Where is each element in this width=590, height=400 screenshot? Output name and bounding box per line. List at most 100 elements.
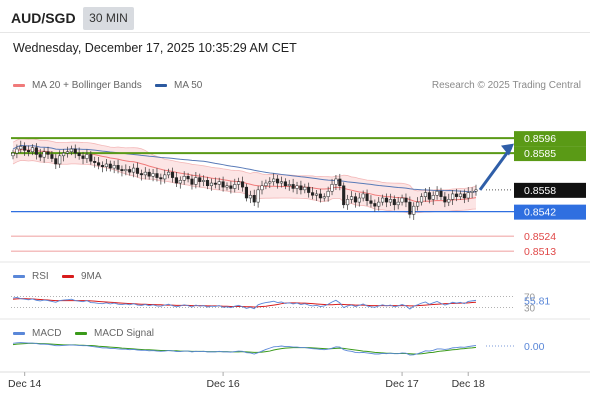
candle-body (392, 199, 396, 206)
candle-body (174, 177, 178, 184)
timeframe-button[interactable]: 30 MIN (83, 7, 134, 30)
candle-body (198, 177, 202, 182)
candle-body (474, 189, 478, 192)
rsi-line (12, 297, 477, 310)
legend-ma20-label: MA 20 + Bollinger Bands (32, 80, 142, 91)
candle-body (264, 182, 268, 187)
ma9-swatch (62, 274, 74, 278)
candle-body (384, 197, 389, 203)
candle-body (373, 203, 377, 207)
candle-body (100, 165, 105, 167)
rsi-swatch (13, 274, 25, 278)
candle-body (458, 193, 462, 197)
candle-body (27, 150, 31, 152)
x-tick-label: Dec 14 (8, 378, 41, 390)
candle-body (62, 152, 66, 157)
price-label-text: 0.8558 (524, 185, 556, 197)
candle-body (15, 148, 19, 154)
rsi-value-label: 55.81 (524, 295, 550, 307)
candle-body (237, 181, 241, 185)
candle-body (419, 196, 424, 203)
candle-body (233, 184, 237, 189)
legend-ma20: MA 20 + Bollinger Bands (13, 80, 142, 91)
candle-body (248, 195, 252, 199)
timestamp: Wednesday, December 17, 2025 10:35:29 AM… (13, 41, 297, 55)
candle-body (225, 185, 229, 188)
candle-body (85, 154, 89, 159)
candle-body (73, 148, 77, 154)
bollinger-band (13, 138, 476, 214)
candle-body (205, 180, 210, 187)
rsi-ref-label: 70 (524, 292, 536, 303)
rsi-ma9-line (12, 298, 477, 308)
candle-body (283, 181, 287, 187)
x-tick-label: Dec 17 (385, 378, 418, 390)
candle-body (167, 171, 171, 176)
candle-body (229, 185, 233, 189)
candle-body (295, 185, 299, 189)
support-label-text: 0.8542 (524, 207, 556, 219)
candle-body (287, 184, 291, 187)
candle-body (318, 193, 322, 199)
candle-body (451, 193, 455, 200)
candle-body (349, 196, 354, 200)
candle-body (311, 192, 315, 196)
legend-rsi: RSI (13, 271, 49, 282)
candle-body (217, 181, 221, 185)
candle-body (23, 146, 27, 151)
candle-body (443, 196, 447, 203)
candle-body (303, 186, 307, 191)
x-tick-label: Dec 18 (452, 378, 485, 390)
candle-body (447, 199, 451, 203)
candle-body (342, 185, 346, 206)
candle-body (221, 181, 225, 188)
legend-macd: MACD (13, 328, 61, 339)
support-3-label-text: 0.8513 (524, 246, 556, 258)
support-label (514, 204, 586, 220)
legend-ma9-label: 9MA (81, 271, 102, 282)
rsi-ref-label: 30 (524, 304, 536, 315)
candle-body (209, 182, 213, 187)
candle-body (19, 146, 23, 150)
candle-body (408, 201, 412, 215)
candle-body (143, 171, 147, 176)
resistance-label (514, 131, 586, 147)
candle-body (108, 163, 112, 169)
candle-body (46, 151, 50, 155)
candle-body (256, 189, 260, 203)
candle-body (93, 161, 97, 163)
candle-body (151, 173, 155, 177)
candle-body (54, 158, 58, 165)
x-tick-label: Dec 16 (206, 378, 239, 390)
legend-rsi-label: RSI (32, 271, 49, 282)
macd-line (12, 342, 477, 356)
candle-body (213, 182, 217, 185)
trend-arrow-head (501, 143, 514, 156)
research-credit: Research © 2025 Trading Central (431, 80, 581, 91)
candle-body (404, 197, 408, 203)
candle-body (314, 193, 319, 196)
candle-body (190, 178, 194, 185)
candle-body (128, 169, 132, 173)
candle-body (381, 197, 385, 203)
candle-body (34, 147, 38, 155)
candle-body (369, 200, 373, 204)
candle-body (330, 184, 334, 192)
candle-body (112, 165, 116, 169)
candle-body (334, 178, 338, 185)
candle-body (377, 201, 381, 207)
candle-body (470, 190, 474, 193)
price-label-last (514, 182, 586, 198)
candle-body (260, 185, 264, 191)
candle-body (322, 196, 326, 199)
candle-body (416, 201, 420, 207)
candle-body (42, 151, 46, 158)
candle-body (170, 171, 175, 178)
candle-body (427, 192, 431, 200)
candle-body (81, 155, 85, 159)
macd-value-label: 0.00 (524, 341, 545, 353)
candle-body (155, 173, 159, 178)
candle-body (194, 177, 198, 185)
candle-body (326, 190, 330, 197)
